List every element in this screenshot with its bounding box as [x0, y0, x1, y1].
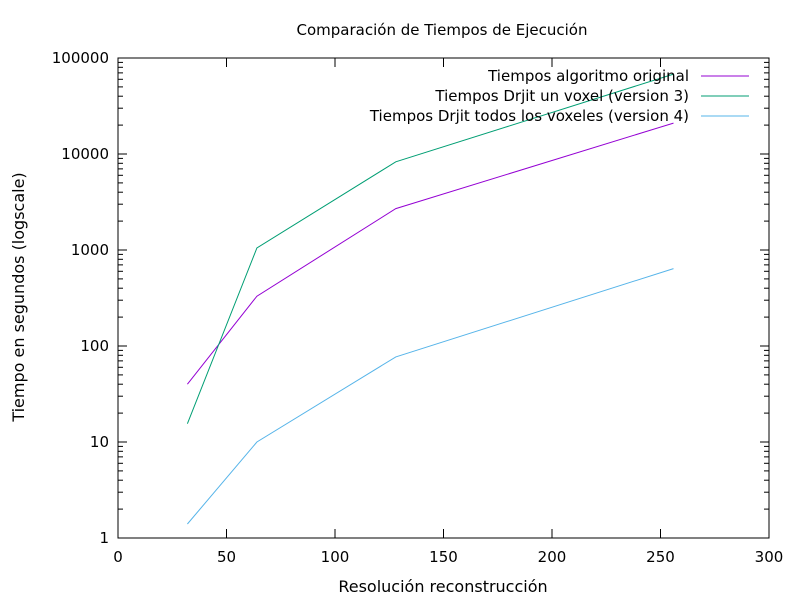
y-axis-label: Tiempo en segundos (logscale)	[9, 172, 28, 422]
x-tick-label: 300	[755, 548, 784, 566]
x-tick-label: 0	[113, 548, 123, 566]
x-axis-label: Resolución reconstrucción	[338, 577, 547, 596]
plot-frame	[117, 57, 770, 539]
y-tick-label: 1000	[71, 241, 109, 259]
x-tick-label: 200	[538, 548, 567, 566]
chart-title: Comparación de Tiempos de Ejecución	[297, 21, 588, 39]
x-tick-label: 50	[217, 548, 236, 566]
series-line-3	[187, 268, 674, 525]
legend-label-2: Tiempos Drjit un voxel (version 3)	[434, 87, 689, 105]
legend: Tiempos algoritmo original Tiempos Drjit …	[369, 67, 749, 125]
x-tick-label: 250	[646, 548, 675, 566]
y-tick-label: 1	[99, 529, 109, 547]
y-tick-label: 100	[80, 337, 109, 355]
series-line-1	[187, 122, 674, 385]
y-tick-label: 10	[90, 433, 109, 451]
legend-label-1: Tiempos algoritmo original	[487, 67, 689, 85]
series-line-2	[186, 73, 674, 424]
x-tick-label: 150	[429, 548, 458, 566]
y-tick-label: 100000	[52, 49, 109, 67]
legend-label-3: Tiempos Drjit todos los voxeles (version…	[369, 107, 689, 125]
y-tick-label: 10000	[61, 145, 109, 163]
x-tick-label: 100	[321, 548, 350, 566]
